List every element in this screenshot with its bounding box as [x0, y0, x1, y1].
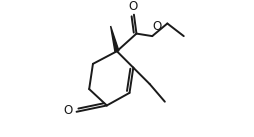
Text: O: O	[153, 20, 162, 33]
Polygon shape	[110, 26, 119, 52]
Text: O: O	[128, 0, 137, 13]
Text: O: O	[63, 104, 72, 117]
